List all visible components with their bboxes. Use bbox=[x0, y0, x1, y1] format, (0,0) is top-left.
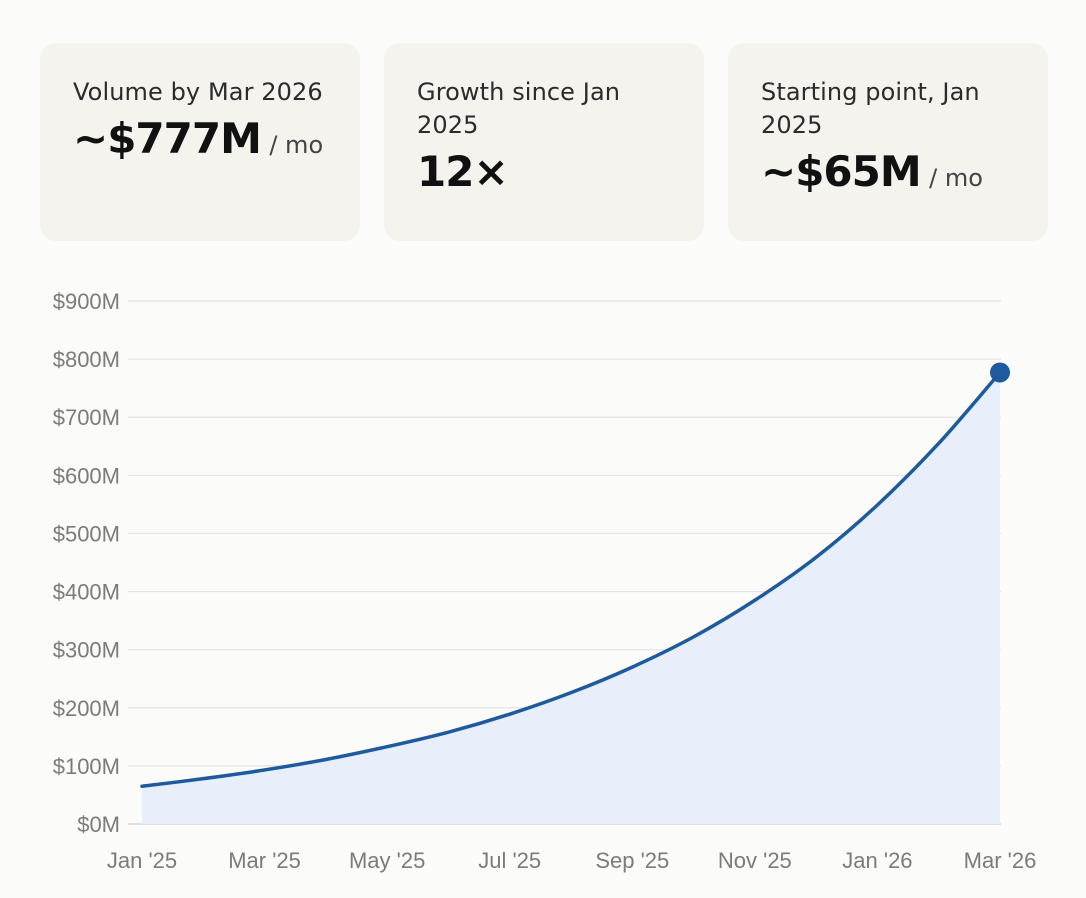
chart-grid bbox=[128, 300, 1001, 825]
chart-area-layer bbox=[140, 362, 1010, 824]
x-tick-label: Jan '26 bbox=[842, 848, 912, 873]
y-tick-label: $400M bbox=[53, 580, 120, 605]
stat-card-label: Volume by Mar 2026 bbox=[73, 78, 323, 106]
stat-card-growth: Growth since Jan 2025 12× bbox=[384, 43, 704, 241]
stat-card-unit: / mo bbox=[929, 164, 983, 192]
y-tick-label: $0M bbox=[77, 812, 120, 837]
stat-card-unit: / mo bbox=[269, 131, 324, 159]
y-tick-label: $900M bbox=[53, 289, 120, 314]
stat-card-value: ~$777M bbox=[73, 114, 262, 163]
y-tick-label: $100M bbox=[53, 754, 120, 779]
x-tick-label: Sep '25 bbox=[595, 848, 669, 873]
stat-card-value-row: 12× bbox=[417, 144, 672, 200]
y-axis: $0M $100M $200M $300M $400M $500M $600M $700M $8… bbox=[53, 289, 120, 837]
x-tick-label: Nov '25 bbox=[718, 848, 792, 873]
series-area-fill bbox=[142, 372, 1000, 824]
y-tick-label: $600M bbox=[53, 463, 120, 488]
series-line bbox=[140, 370, 1002, 788]
y-tick-label: $200M bbox=[53, 696, 120, 721]
stat-cards: Volume by Mar 2026 ~$777M / mo Growth si… bbox=[40, 43, 1048, 241]
stat-card-value: ~$65M bbox=[761, 147, 922, 196]
stat-card-label: Growth since Jan 2025 bbox=[417, 78, 621, 139]
stat-card-value-row: ~$65M / mo bbox=[761, 144, 1016, 200]
y-tick-label: $800M bbox=[53, 347, 120, 372]
stat-card-value: 12× bbox=[417, 147, 509, 196]
x-tick-label: Jul '25 bbox=[478, 848, 541, 873]
end-point-marker bbox=[990, 362, 1010, 383]
stat-card-starting-point: Starting point, Jan 2025 ~$65M / mo bbox=[728, 43, 1048, 241]
x-tick-label: Jan '25 bbox=[107, 848, 177, 873]
x-axis: Jan '25 Mar '25 May '25 Jul '25 Sep '25 Nov '… bbox=[107, 848, 1036, 873]
y-tick-label: $700M bbox=[53, 405, 120, 430]
stat-card-volume: Volume by Mar 2026 ~$777M / mo bbox=[40, 43, 360, 241]
x-tick-label: Mar '26 bbox=[964, 848, 1037, 873]
y-tick-label: $300M bbox=[53, 638, 120, 663]
x-tick-label: Mar '25 bbox=[228, 848, 301, 873]
y-tick-label: $500M bbox=[53, 521, 120, 546]
stat-card-label: Starting point, Jan 2025 bbox=[761, 78, 980, 139]
x-tick-label: May '25 bbox=[349, 848, 425, 873]
volume-area-chart: $0M $100M $200M $300M $400M $500M $600M $700M $8… bbox=[53, 289, 1037, 873]
stat-card-value-row: ~$777M / mo bbox=[73, 111, 328, 167]
